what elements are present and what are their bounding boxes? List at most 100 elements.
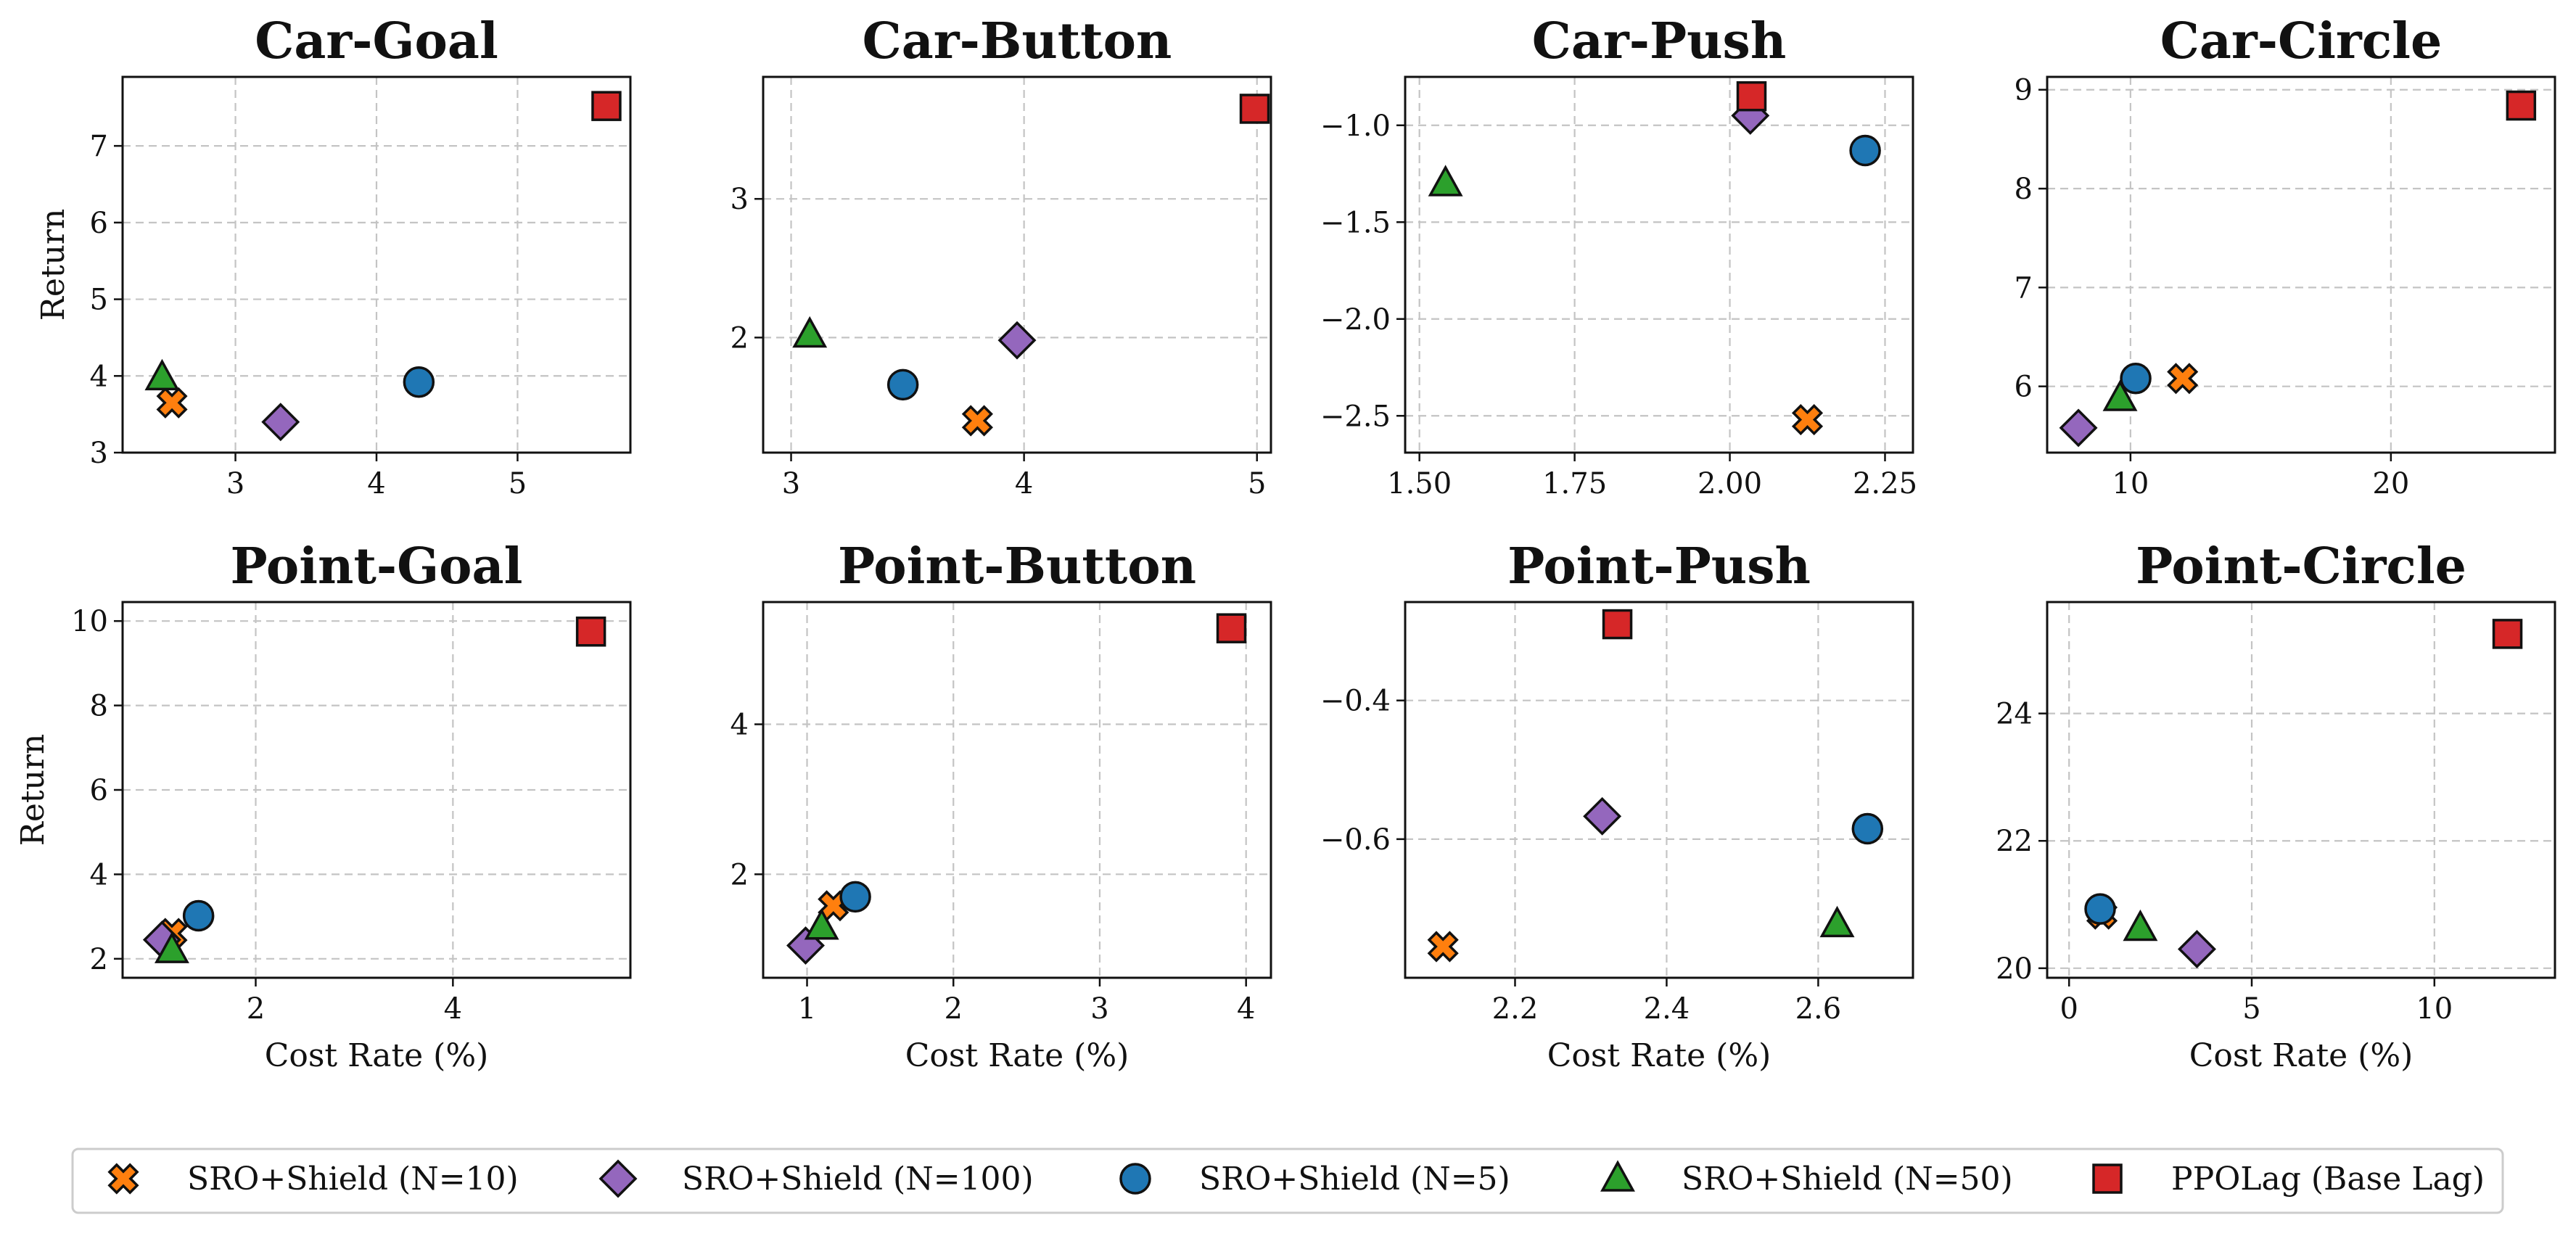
data-point-series-2 [1849, 134, 1881, 167]
axes-frame [2046, 601, 2556, 979]
x-tick-label: 2.25 [1853, 467, 1917, 500]
legend-label: SRO+Shield (N=5) [1199, 1161, 1510, 1198]
x-tick-label: 2.4 [1644, 992, 1690, 1026]
legend-marker-diamond-icon [598, 1159, 638, 1198]
y-tick-label: −0.4 [1320, 685, 1391, 718]
x-tick-label: 2 [247, 992, 265, 1026]
x-tick-label: 10 [2112, 467, 2149, 500]
axes-frame [1404, 75, 1914, 454]
subplot-title: Car-Circle [2160, 12, 2443, 70]
data-point-series-4 [1602, 609, 1633, 640]
x-axis-label: Cost Rate (%) [2189, 1037, 2414, 1074]
legend-marker-circle-icon [1119, 1163, 1151, 1195]
figure-legend: SRO+Shield (N=10) SRO+Shield (N=100) SRO+S… [71, 1148, 2504, 1214]
y-axis-label: Return [35, 209, 72, 321]
x-axis-label: Cost Rate (%) [1547, 1037, 1771, 1074]
subplot-point-push: 2.2 2.4 2.6 −0.6 −0.4 Point-Push Cost Rate (%) [1320, 537, 1914, 1074]
x-tick-label: 3 [782, 467, 800, 500]
x-tick-label: 5 [1248, 467, 1266, 500]
legend-marker-square-icon [2092, 1163, 2123, 1194]
subplot-title: Point-Push [1507, 537, 1811, 596]
subplot-title: Car-Goal [255, 12, 498, 70]
y-tick-label: −2.0 [1320, 303, 1391, 337]
y-tick-label: −0.6 [1320, 823, 1391, 857]
y-tick-label: 8 [90, 690, 108, 723]
x-tick-label: 2.2 [1492, 992, 1539, 1026]
data-point-series-4 [591, 91, 622, 121]
x-tick-label: 5 [2242, 992, 2260, 1026]
data-point-series-2 [886, 368, 919, 401]
axes-frame [1404, 601, 1914, 979]
x-tick-label: 2.00 [1698, 467, 1762, 500]
data-point-series-3 [1428, 165, 1463, 197]
y-tick-label: 4 [731, 709, 749, 742]
data-point-series-4 [1216, 613, 1247, 643]
y-tick-label: 2 [731, 858, 749, 891]
y-tick-label: 8 [2015, 173, 2033, 206]
y-tick-label: 9 [2015, 74, 2033, 107]
data-point-series-2 [1851, 812, 1884, 845]
data-point-series-2 [2120, 363, 2152, 395]
subplot-grid: 3 4 5 3 4 5 6 7 Car-Goal Return 3 4 5 2 3 Car-Button 1.5… [15, 12, 2556, 1074]
x-axis-label: Cost Rate (%) [265, 1037, 489, 1074]
y-tick-label: 4 [90, 360, 108, 393]
data-point-series-1 [261, 403, 300, 442]
legend-label: SRO+Shield (N=10) [187, 1161, 519, 1198]
data-point-series-3 [792, 316, 828, 348]
x-tick-label: 4 [367, 467, 385, 500]
subplot-car-goal: 3 4 5 3 4 5 6 7 Car-Goal Return [35, 12, 632, 500]
subplot-title: Point-Goal [231, 537, 523, 596]
legend-marker-x-icon [107, 1163, 139, 1195]
y-tick-label: 2 [90, 943, 108, 976]
data-point-series-2 [2084, 893, 2116, 925]
legend-label: SRO+Shield (N=50) [1682, 1161, 2013, 1198]
y-tick-label: −1.5 [1320, 206, 1391, 239]
subplot-car-button: 3 4 5 2 3 Car-Button [731, 12, 1272, 500]
x-tick-label: 4 [1015, 467, 1033, 500]
data-point-series-2 [182, 899, 215, 932]
data-point-series-3 [804, 908, 839, 940]
x-tick-label: 0 [2059, 992, 2078, 1026]
y-tick-label: −1.0 [1320, 110, 1391, 143]
data-point-series-3 [2102, 379, 2138, 411]
legend-item: SRO+Shield (N=5) [1119, 1161, 1510, 1198]
x-tick-label: 3 [1090, 992, 1108, 1026]
legend-marker-triangle-icon [1600, 1160, 1635, 1192]
x-axis-label: Cost Rate (%) [905, 1037, 1129, 1074]
subplot-title: Point-Button [838, 537, 1196, 596]
subplot-point-goal: 2 4 2 4 6 8 10 Point-Goal Cost Rate (%) Return [15, 537, 632, 1074]
data-point-series-0 [961, 405, 993, 437]
axes-frame [762, 601, 1272, 979]
y-tick-label: 3 [731, 183, 749, 216]
subplot-point-button: 1 2 3 4 2 4 Point-Button Cost Rate (%) [731, 537, 1272, 1074]
legend-item: SRO+Shield (N=10) [107, 1161, 519, 1198]
data-point-series-0 [1427, 931, 1459, 963]
y-tick-label: 4 [90, 858, 108, 891]
y-tick-label: 20 [1996, 952, 2033, 986]
legend-label: PPOLag (Base Lag) [2171, 1161, 2485, 1198]
data-point-series-0 [156, 387, 188, 419]
data-point-series-2 [839, 881, 871, 913]
y-tick-label: 6 [2015, 371, 2033, 404]
y-tick-label: 7 [90, 130, 108, 163]
y-tick-label: 5 [90, 284, 108, 317]
y-tick-label: 24 [1996, 698, 2033, 731]
y-tick-label: 3 [90, 437, 108, 470]
y-tick-label: 10 [71, 605, 108, 638]
axes-frame [121, 601, 632, 979]
x-tick-label: 1 [798, 992, 816, 1026]
subplot-title: Car-Button [863, 12, 1172, 70]
y-axis-label: Return [15, 734, 52, 846]
data-point-series-4 [1239, 94, 1270, 124]
data-point-series-1 [1583, 796, 1622, 836]
legend-frame [71, 1148, 2504, 1214]
x-tick-label: 2.6 [1795, 992, 1842, 1026]
y-tick-label: −2.5 [1320, 400, 1391, 433]
data-point-series-4 [2492, 619, 2523, 649]
x-tick-label: 10 [2416, 992, 2453, 1026]
legend-item: SRO+Shield (N=50) [1600, 1160, 2013, 1198]
axes-frame [121, 75, 632, 454]
x-tick-label: 1.75 [1542, 467, 1607, 500]
data-point-series-3 [2123, 909, 2158, 942]
y-tick-label: 7 [2015, 271, 2033, 305]
